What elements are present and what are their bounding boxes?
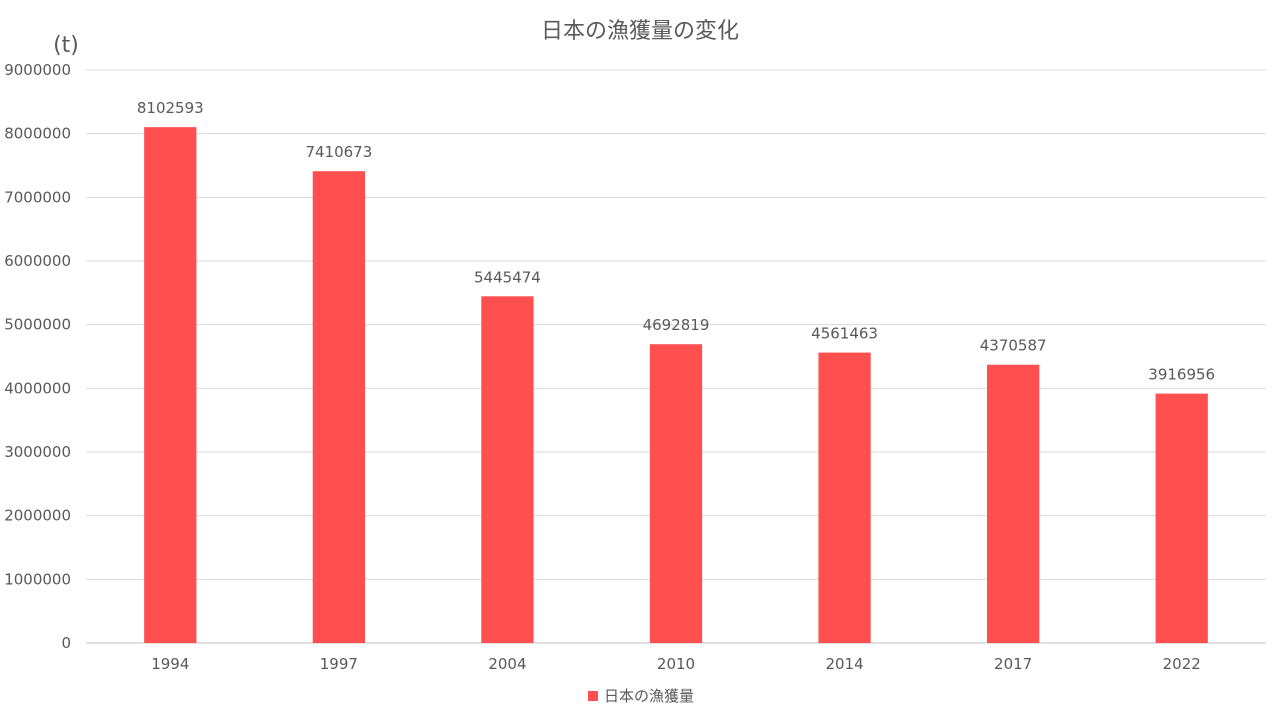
data-label: 5445474 (474, 268, 541, 286)
bar (1155, 393, 1208, 643)
data-label: 7410673 (305, 143, 372, 161)
data-label: 4692819 (643, 316, 710, 334)
data-label: 4561463 (811, 325, 878, 343)
x-tick-label: 1994 (151, 655, 189, 673)
y-tick-label: 6000000 (4, 252, 71, 270)
y-axis-ticks: 0 1000000 2000000 3000000 4000000 5000000 6000… (4, 61, 71, 652)
data-label: 4370587 (980, 337, 1047, 355)
x-axis-ticks: 1994 1997 2004 2010 2014 2017 2022 (151, 655, 1201, 673)
data-labels: 8102593 7410673 5445474 4692819 4561463 43705… (137, 99, 1215, 383)
bar (649, 344, 703, 643)
x-tick-label: 1997 (320, 655, 358, 673)
y-tick-label: 8000000 (4, 125, 71, 143)
y-tick-label: 1000000 (4, 570, 71, 588)
y-tick-label: 2000000 (4, 507, 71, 525)
x-tick-label: 2017 (994, 655, 1032, 673)
chart-title: 日本の漁獲量の変化 (541, 19, 739, 44)
data-label: 3916956 (1148, 366, 1215, 384)
y-tick-label: 7000000 (4, 188, 71, 206)
bars (144, 127, 1208, 644)
y-tick-label: 3000000 (4, 443, 71, 461)
bar (818, 352, 871, 643)
legend-label: 日本の漁獲量 (604, 687, 694, 705)
y-tick-label: 0 (61, 634, 71, 652)
bar (481, 296, 534, 643)
x-tick-label: 2004 (488, 655, 526, 673)
data-label: 8102593 (137, 99, 204, 117)
legend-swatch (588, 691, 598, 701)
x-tick-label: 2010 (657, 655, 695, 673)
bar (987, 364, 1040, 643)
y-tick-label: 5000000 (4, 316, 71, 334)
bar (312, 171, 365, 644)
legend: 日本の漁獲量 (588, 687, 694, 705)
bar (144, 127, 197, 644)
y-axis-unit-label: (t) (53, 33, 79, 58)
y-tick-label: 4000000 (4, 379, 71, 397)
y-tick-label: 9000000 (4, 61, 71, 79)
x-tick-label: 2022 (1163, 655, 1201, 673)
x-tick-label: 2014 (825, 655, 863, 673)
